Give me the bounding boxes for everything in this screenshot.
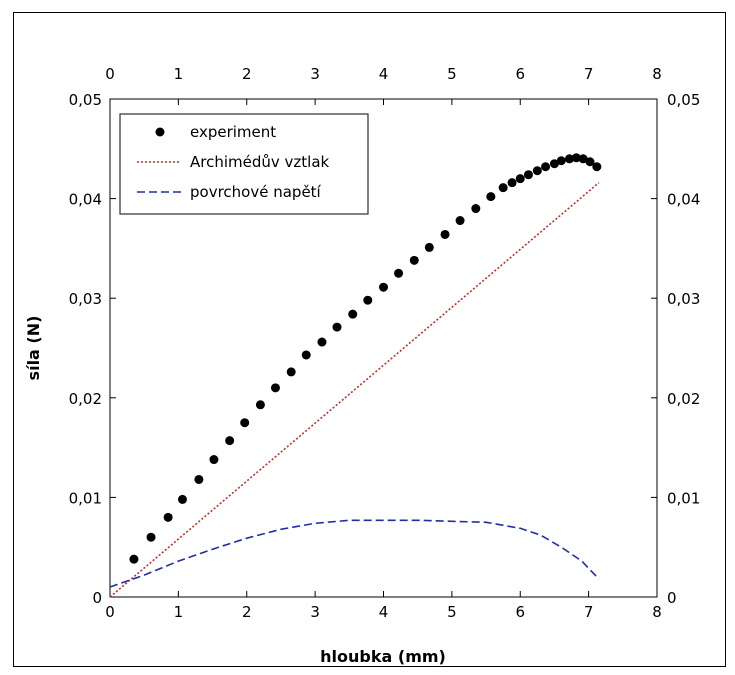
x-tick-label-bottom: 2 — [242, 603, 252, 621]
experiment-point — [379, 282, 388, 292]
experiment-point — [163, 512, 173, 522]
experiment-point — [270, 383, 280, 393]
experiment-point — [578, 154, 588, 164]
experiment-point — [286, 367, 296, 377]
x-tick-label-top: 2 — [242, 65, 252, 83]
x-tick-label-top: 5 — [447, 65, 457, 83]
legend-label-archimedes: Archimédův vztlak — [190, 153, 330, 171]
y-tick-label-left: 0,04 — [69, 191, 102, 209]
x-tick-label-bottom: 1 — [174, 603, 184, 621]
experiment-point — [317, 337, 327, 347]
experiment-point — [549, 159, 559, 169]
experiment-point — [556, 156, 566, 166]
series-lines — [109, 182, 600, 598]
y-tick-label-right: 0,01 — [667, 489, 700, 507]
experiment-point — [486, 192, 496, 202]
x-tick-label-top: 3 — [310, 65, 320, 83]
x-tick-label-bottom: 8 — [652, 603, 662, 621]
experiment-point — [455, 216, 465, 226]
experiment-point — [523, 170, 533, 180]
experiment-point — [541, 162, 551, 172]
x-tick-label-top: 0 — [105, 65, 115, 83]
chart-frame — [13, 12, 726, 667]
experiment-point — [592, 162, 602, 172]
y-tick-label-left: 0 — [92, 589, 102, 607]
experiment-point — [471, 204, 481, 214]
x-tick-label-bottom: 5 — [447, 603, 457, 621]
archimedes-line — [109, 182, 600, 598]
experiment-point — [209, 455, 219, 465]
experiment-point — [424, 242, 434, 252]
experiment-point — [507, 178, 517, 188]
x-tick-label-bottom: 7 — [584, 603, 594, 621]
experiment-point — [585, 157, 595, 167]
experiment-point — [532, 166, 542, 176]
x-tick-label-bottom: 4 — [379, 603, 389, 621]
x-tick-label-top: 8 — [652, 65, 662, 83]
x-tick-label-top: 4 — [379, 65, 389, 83]
legend-label-surface-tension: povrchové napětí — [190, 183, 322, 201]
y-tick-label-left: 0,03 — [69, 290, 102, 308]
y-tick-label-right: 0 — [667, 589, 677, 607]
surface-tension-line — [109, 519, 600, 588]
experiment-point — [301, 350, 311, 360]
x-tick-label-top: 6 — [515, 65, 525, 83]
legend-label-experiment: experiment — [190, 123, 276, 141]
x-tick-label-bottom: 3 — [310, 603, 320, 621]
y-tick-label-right: 0,02 — [667, 390, 700, 408]
y-tick-label-left: 0,05 — [69, 91, 102, 109]
y-tick-label-right: 0,03 — [667, 290, 700, 308]
experiment-point — [440, 229, 450, 239]
x-tick-label-bottom: 6 — [515, 603, 525, 621]
x-axis-title: hloubka (mm) — [320, 647, 446, 666]
y-tick-label-right: 0,04 — [667, 191, 700, 209]
y-axis-title: síla (N) — [24, 316, 43, 381]
y-tick-label-left: 0,01 — [69, 489, 102, 507]
experiment-point — [348, 309, 358, 319]
experiment-point — [129, 554, 139, 564]
y-tick-label-left: 0,02 — [69, 390, 102, 408]
experiment-point — [177, 494, 187, 504]
y-tick-label-right: 0,05 — [667, 91, 700, 109]
legend: experiment Archimédův vztlak povrchové n… — [119, 113, 369, 215]
experiment-point — [194, 474, 204, 484]
experiment-point — [225, 436, 235, 446]
experiment-point — [394, 268, 404, 278]
x-tick-label-bottom: 0 — [105, 603, 115, 621]
experiment-point — [332, 322, 342, 332]
experiment-point — [240, 418, 250, 428]
experiment-point — [515, 174, 525, 184]
x-tick-label-top: 7 — [584, 65, 594, 83]
experiment-point — [564, 154, 574, 164]
experiment-point — [255, 400, 265, 410]
legend-marker-experiment — [155, 127, 165, 137]
x-tick-label-top: 1 — [174, 65, 184, 83]
experiment-point — [363, 295, 373, 305]
experiment-point — [409, 255, 419, 265]
experiment-point — [498, 183, 508, 193]
experiment-point — [146, 532, 156, 542]
experiment-point — [571, 153, 581, 163]
series-points — [129, 153, 602, 564]
